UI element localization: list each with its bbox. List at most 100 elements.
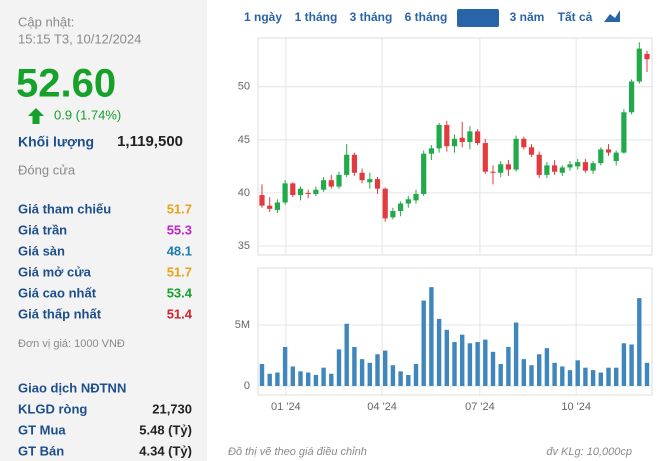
volume-bar bbox=[560, 366, 565, 386]
row-value: 51.7 bbox=[167, 201, 192, 216]
volume-bar bbox=[421, 300, 426, 386]
candle-body bbox=[482, 143, 488, 172]
foreign-value: 4.34 (Tỷ) bbox=[139, 443, 192, 458]
range-button[interactable]: 1 ngày bbox=[244, 10, 282, 24]
row-label: Giá tham chiếu bbox=[18, 201, 111, 216]
candle-body bbox=[536, 154, 542, 175]
info-panel bbox=[0, 0, 207, 461]
y-tick-label: 40 bbox=[238, 187, 250, 199]
volume-bar bbox=[590, 370, 596, 386]
candle-body bbox=[398, 203, 404, 211]
volume-frame bbox=[257, 267, 653, 396]
row-value: 55.3 bbox=[167, 222, 192, 237]
candle-body bbox=[644, 53, 650, 60]
y-tick-label: 45 bbox=[238, 134, 250, 146]
price-frame bbox=[257, 37, 653, 256]
candle-body bbox=[282, 183, 288, 203]
volume-bar bbox=[621, 343, 627, 386]
volume-bar bbox=[290, 366, 295, 386]
candle-body bbox=[475, 131, 481, 144]
row-value: 51.7 bbox=[167, 264, 192, 279]
candle-body bbox=[344, 154, 350, 175]
volume-bar bbox=[344, 323, 349, 386]
candle-body bbox=[598, 149, 604, 164]
volume-bar bbox=[413, 364, 419, 386]
y-tick-label: 50 bbox=[238, 81, 250, 93]
volume-bar bbox=[629, 344, 634, 386]
vol-tick-label: 5M bbox=[235, 319, 250, 331]
volume-bar bbox=[259, 364, 265, 386]
volume-bar bbox=[467, 343, 473, 386]
candle-body bbox=[267, 205, 273, 209]
candle-body bbox=[359, 172, 365, 181]
volume-bar bbox=[298, 371, 303, 386]
range-button[interactable]: 6 tháng bbox=[405, 10, 448, 24]
volume-bar bbox=[452, 342, 457, 386]
x-tick-label: 10 '24 bbox=[561, 401, 591, 413]
foreign-label: GT Bán bbox=[18, 443, 64, 458]
range-button[interactable]: Tất cả bbox=[558, 10, 593, 24]
candle-body bbox=[428, 148, 434, 154]
note-left: Đồ thị vẽ theo giá điều chỉnh bbox=[228, 446, 367, 458]
foreign-value: 5.48 (Tỷ) bbox=[139, 422, 192, 437]
volume-bar bbox=[498, 364, 503, 386]
candle-body bbox=[459, 137, 465, 142]
volume-bar bbox=[444, 329, 449, 386]
candle-body bbox=[590, 163, 596, 171]
volume-bar bbox=[336, 349, 342, 386]
volume-bar bbox=[436, 318, 442, 386]
volume-bar bbox=[521, 359, 526, 386]
volume-bar bbox=[544, 348, 550, 386]
volume-bar bbox=[529, 365, 534, 386]
volume-bar bbox=[306, 372, 311, 386]
x-tick-label: 01 '24 bbox=[271, 401, 301, 413]
x-tick-label: 04 '24 bbox=[367, 401, 397, 413]
candle-body bbox=[305, 192, 311, 194]
update-label: Cập nhật: bbox=[18, 14, 74, 29]
volume-bar bbox=[352, 346, 357, 386]
candle-body bbox=[313, 189, 319, 194]
candle-body bbox=[351, 154, 357, 173]
volume-bar bbox=[606, 367, 611, 386]
candle-body bbox=[451, 138, 458, 147]
volume-bar bbox=[513, 322, 519, 386]
candle-body bbox=[629, 81, 635, 113]
candle-body bbox=[575, 162, 581, 167]
volume-bar bbox=[383, 350, 388, 386]
range-button[interactable]: 1 tháng bbox=[295, 10, 338, 24]
candle-body bbox=[290, 183, 296, 196]
row-label: Giá cao nhất bbox=[18, 285, 97, 300]
x-tick-label: 07 '24 bbox=[465, 401, 495, 413]
candle-body bbox=[390, 210, 396, 218]
foreign-value: 21,730 bbox=[152, 401, 192, 416]
volume-bar bbox=[359, 359, 365, 386]
range-button[interactable]: 3 năm bbox=[510, 10, 545, 24]
candle-body bbox=[498, 164, 504, 173]
status: Đóng cửa bbox=[18, 162, 76, 177]
volume-bar bbox=[429, 287, 434, 386]
range-button[interactable]: 3 tháng bbox=[350, 10, 393, 24]
volume-bar bbox=[552, 362, 557, 386]
volume-bar bbox=[375, 354, 380, 386]
chart-icon[interactable] bbox=[604, 10, 620, 22]
candle-body bbox=[544, 165, 550, 175]
candle-body bbox=[636, 48, 642, 82]
candle-body bbox=[559, 167, 565, 173]
candle-body bbox=[374, 179, 381, 189]
volume-bar bbox=[506, 346, 511, 386]
candle-body bbox=[521, 138, 527, 148]
volume-bar bbox=[329, 373, 334, 386]
row-value: 51.4 bbox=[167, 306, 193, 321]
range-button[interactable]: 1 năm bbox=[461, 10, 496, 24]
volume-bar bbox=[367, 362, 372, 386]
candle-body bbox=[490, 171, 496, 173]
volume-bar bbox=[267, 373, 272, 386]
volume: 1,119,500 bbox=[117, 133, 183, 150]
candle-body bbox=[605, 149, 612, 153]
foreign-label: GT Mua bbox=[18, 422, 66, 437]
volume-bar bbox=[313, 374, 319, 386]
candle-body bbox=[528, 147, 535, 155]
candle-body bbox=[505, 164, 511, 170]
row-label: Giá mở cửa bbox=[18, 264, 92, 279]
